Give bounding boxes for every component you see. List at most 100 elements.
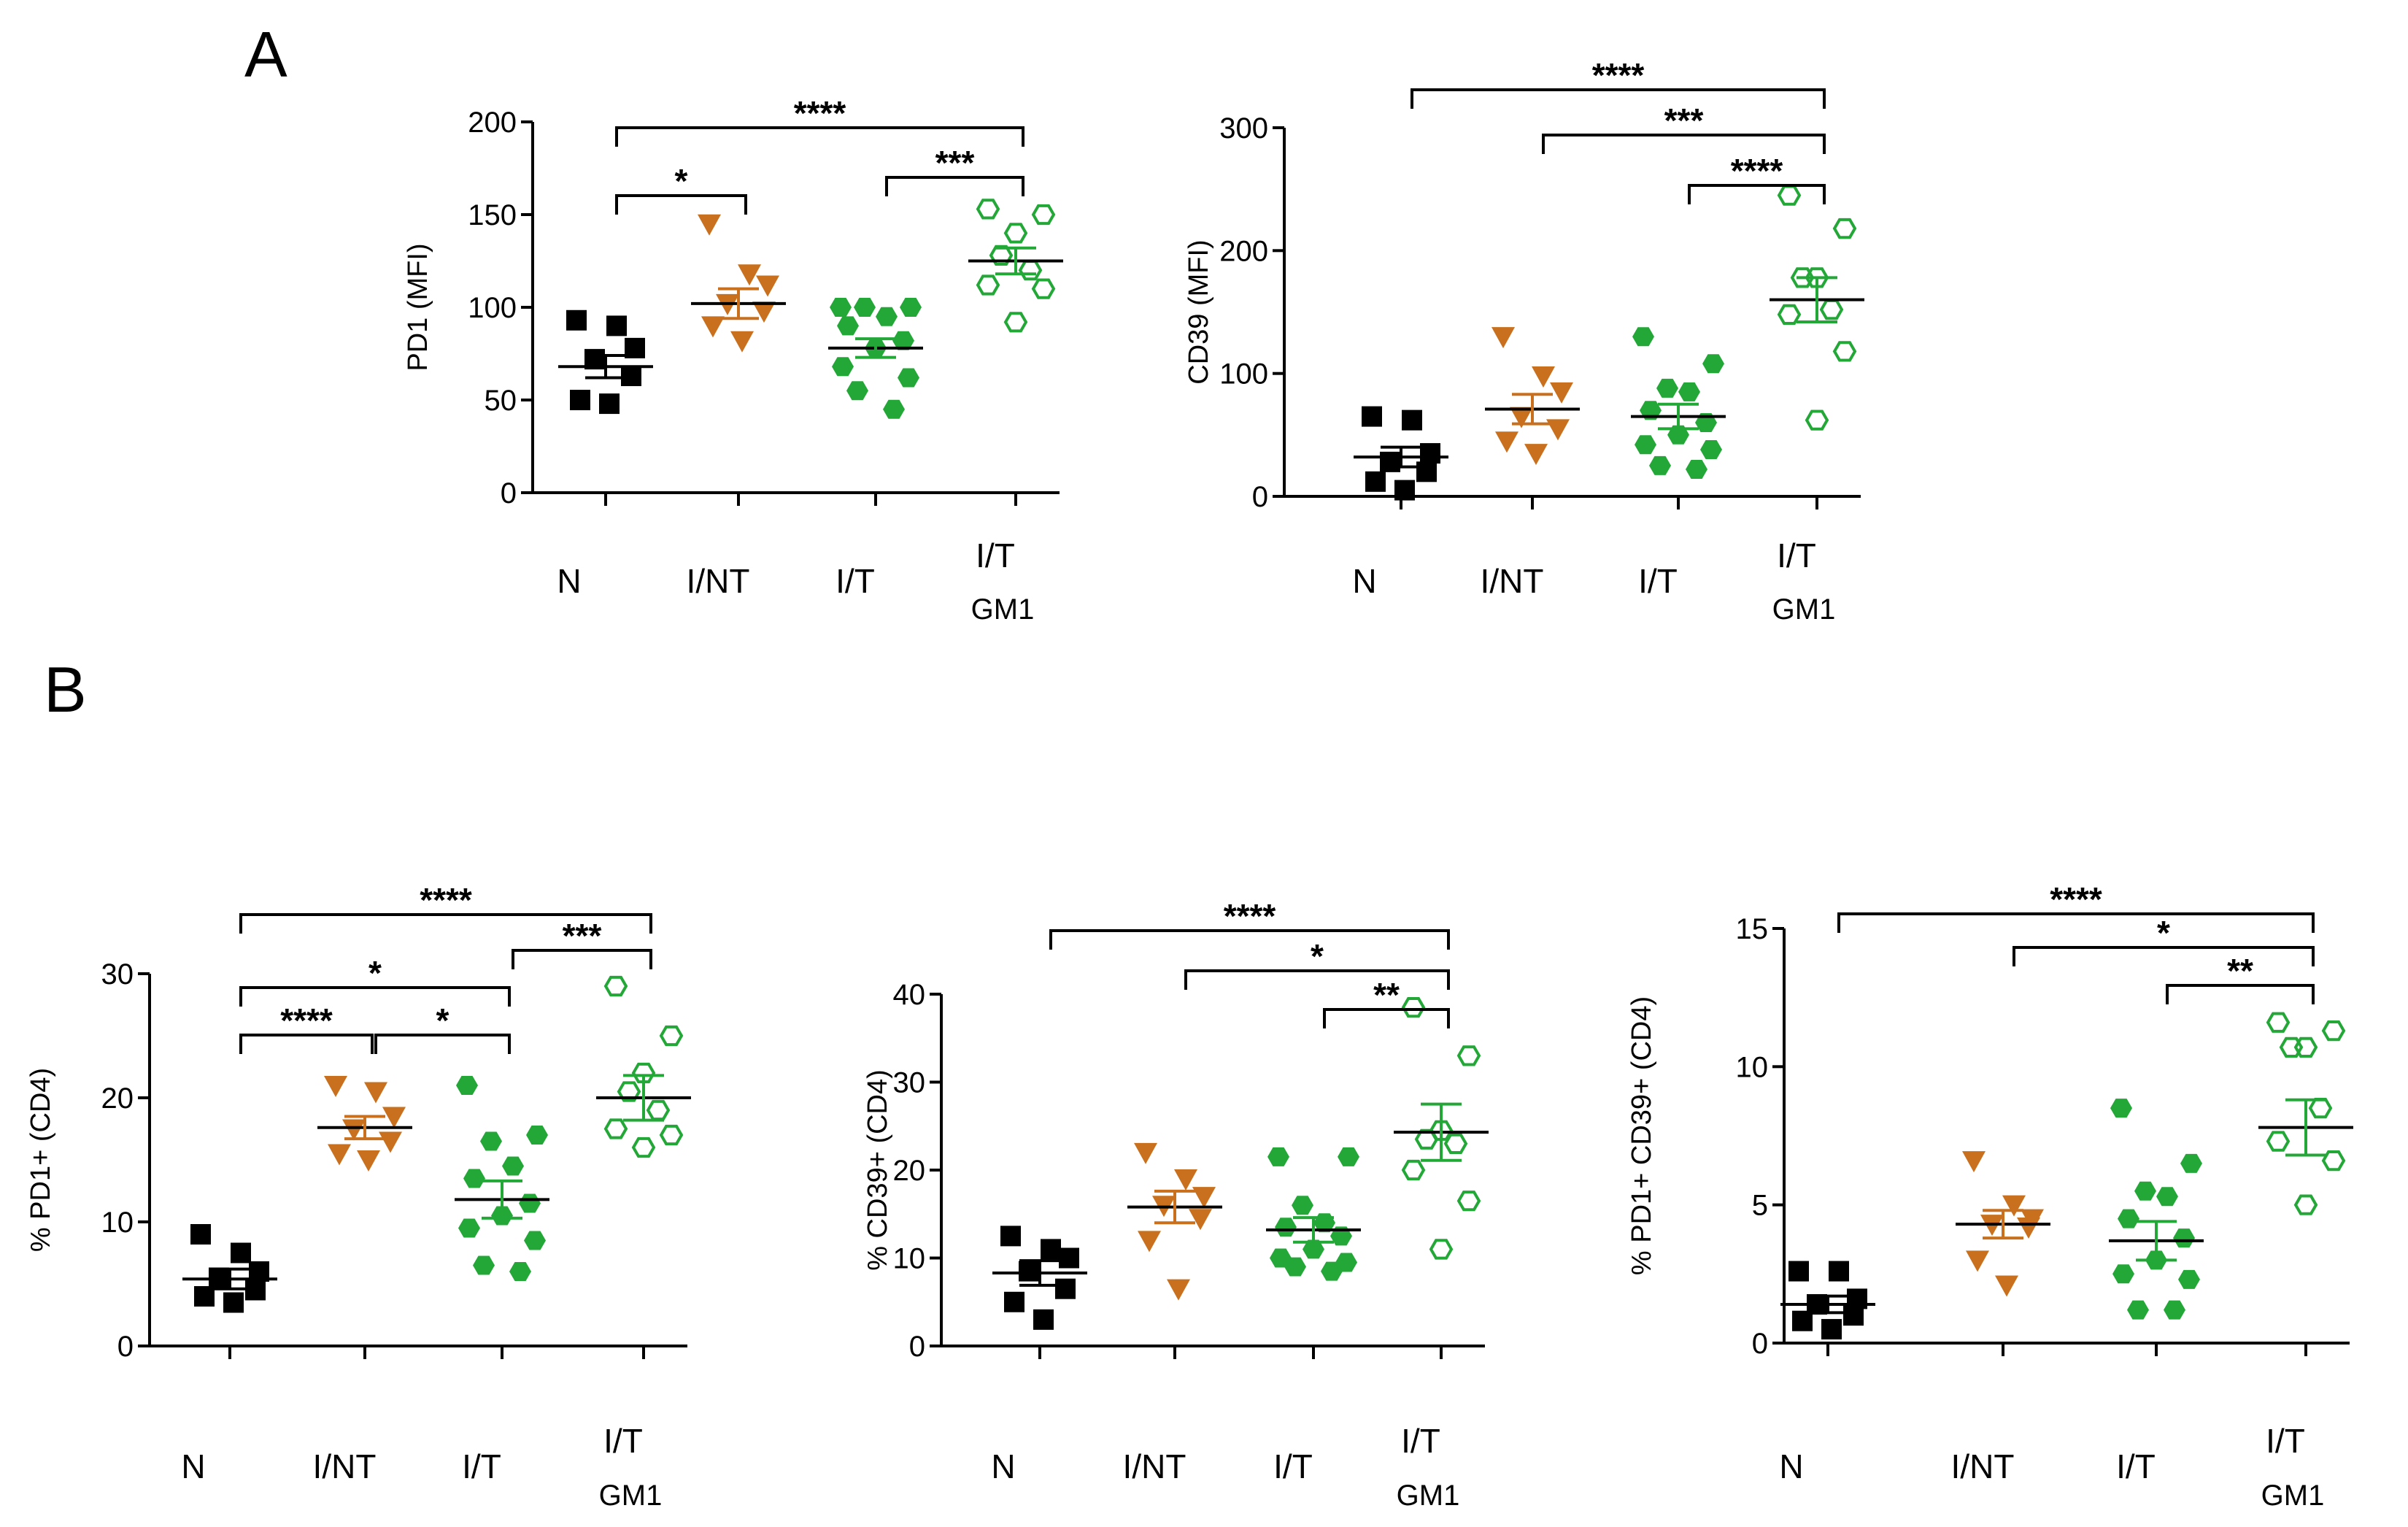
data-point	[1401, 1159, 1426, 1181]
significance-bracket	[885, 176, 1024, 196]
data-point	[603, 975, 628, 997]
data-point	[1532, 366, 1555, 388]
data-point	[631, 1136, 656, 1158]
category-label: GM1	[2261, 1480, 2325, 1512]
data-point	[646, 1099, 671, 1121]
significance-label: **	[1373, 976, 1400, 1014]
y-tick-label: 100	[1219, 358, 1268, 391]
data-point	[357, 1150, 380, 1172]
y-tick-label: 0	[909, 1331, 925, 1363]
data-point	[701, 316, 725, 338]
y-tick-label: 0	[501, 477, 517, 509]
data-point	[328, 1144, 351, 1166]
category-label: I/NT	[1123, 1447, 1186, 1485]
data-point	[1019, 1261, 1039, 1282]
data-point	[1338, 1147, 1359, 1166]
significance-label: ****	[1592, 56, 1645, 94]
data-point	[2118, 1209, 2139, 1228]
data-point	[1832, 218, 1857, 239]
significance-label: ****	[1224, 897, 1276, 935]
data-point	[752, 301, 776, 323]
data-point	[1495, 431, 1518, 453]
category-label: N	[1779, 1447, 1803, 1485]
data-point	[1550, 382, 1573, 404]
data-point	[1000, 1226, 1021, 1247]
data-point	[1821, 1319, 1842, 1340]
data-point	[458, 1218, 480, 1238]
data-point	[625, 337, 645, 358]
data-point	[1995, 1275, 2018, 1297]
significance-bracket	[615, 126, 1024, 147]
data-point	[364, 1082, 387, 1104]
significance-bracket	[1049, 929, 1450, 950]
data-point	[570, 390, 590, 410]
data-point	[1003, 312, 1028, 333]
significance-bracket	[374, 1034, 511, 1054]
significance-label: ***	[563, 917, 602, 955]
data-point	[1284, 1257, 1306, 1277]
data-point	[1843, 1305, 1864, 1326]
significance-bracket	[2166, 984, 2315, 1004]
data-point	[1335, 1253, 1357, 1272]
data-point	[1167, 1279, 1190, 1301]
data-point	[1401, 997, 1426, 1018]
category-label: I/T	[2266, 1422, 2305, 1460]
data-point	[883, 399, 905, 419]
data-point	[659, 1025, 684, 1047]
significance-label: **	[2227, 952, 2253, 990]
data-point	[2266, 1012, 2291, 1033]
category-label: N	[181, 1447, 205, 1485]
data-point	[617, 1081, 641, 1102]
y-tick-label: 300	[1219, 112, 1268, 145]
category-label: I/T	[1401, 1422, 1440, 1460]
significance-label: *	[1311, 937, 1324, 975]
data-point	[837, 316, 859, 336]
data-point	[830, 298, 852, 317]
significance-bracket	[1411, 88, 1826, 109]
y-tick-label: 0	[1752, 1328, 1768, 1360]
significance-bracket	[1837, 912, 2315, 933]
data-point	[1138, 1231, 1161, 1253]
category-label: I/NT	[313, 1447, 377, 1485]
data-point	[456, 1076, 478, 1095]
data-point	[2178, 1269, 2200, 1289]
y-tick-label: 50	[485, 385, 517, 417]
panel-label-a: A	[244, 18, 288, 91]
data-point	[1678, 382, 1700, 401]
data-point	[324, 1076, 347, 1097]
significance-bracket	[239, 913, 652, 934]
data-point	[1321, 1261, 1343, 1281]
data-point	[1702, 354, 1724, 374]
data-point	[599, 393, 620, 415]
significance-bracket	[239, 1034, 374, 1054]
category-label: I/NT	[687, 562, 750, 600]
category-label: I/T	[836, 562, 875, 600]
y-axis-title: % PD1+ (CD4)	[26, 1068, 56, 1252]
data-point	[2017, 1217, 2040, 1239]
panel-label-b: B	[44, 653, 87, 726]
data-point	[2308, 1098, 2333, 1119]
significance-label: *	[368, 954, 382, 992]
data-point	[1805, 409, 1829, 431]
data-point	[1443, 1133, 1468, 1154]
data-point	[603, 1118, 628, 1139]
data-point	[502, 1156, 524, 1176]
data-point	[1632, 327, 1654, 347]
significance-label: ****	[1731, 152, 1783, 190]
category-label: I/NT	[1481, 562, 1544, 600]
significance-label: ****	[2050, 880, 2102, 918]
data-point	[1055, 1278, 1076, 1299]
data-point	[892, 331, 914, 350]
significance-label: *	[675, 162, 688, 200]
data-point	[756, 275, 779, 297]
data-point	[1635, 435, 1656, 455]
y-tick-label: 150	[468, 199, 517, 231]
data-point	[379, 1131, 402, 1153]
data-point	[1420, 443, 1440, 464]
y-tick-label: 200	[1219, 235, 1268, 267]
